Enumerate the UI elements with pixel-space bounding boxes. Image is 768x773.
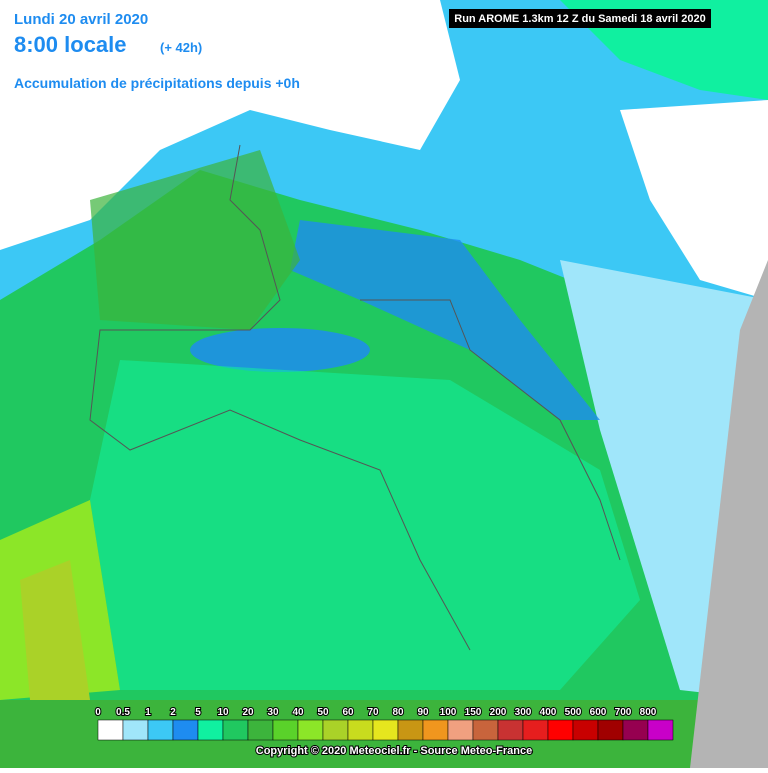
legend-label: 5: [195, 707, 201, 718]
legend-swatch: [522, 719, 549, 741]
legend-swatch: [622, 719, 649, 741]
legend-label: 400: [540, 707, 557, 718]
legend-label: 60: [342, 707, 354, 718]
blue-band: [290, 220, 600, 420]
legend-swatch: [422, 719, 449, 741]
legend-swatch: [247, 719, 274, 741]
legend-swatch: [447, 719, 474, 741]
date: Lundi 20 avril 2020: [14, 11, 148, 28]
out-of-domain: [690, 260, 768, 768]
legend-swatch: [572, 719, 599, 741]
legend-label: 500: [565, 707, 582, 718]
legend-label: 1: [145, 707, 151, 718]
legend-label: 600: [590, 707, 607, 718]
run: Run AROME 1.3km 12 Z du Samedi 18 avril …: [454, 13, 705, 25]
legend-swatch: [347, 719, 374, 741]
legend-swatch: [122, 719, 149, 741]
legend-swatch: [372, 719, 399, 741]
copyright: Copyright © 2020 Meteociel.fr - Source M…: [256, 745, 532, 757]
time: 8:00 locale: [14, 32, 127, 57]
legend-swatch: [497, 719, 524, 741]
legend-swatch: [172, 719, 199, 741]
legend-swatch: [97, 719, 124, 741]
legend-label: 20: [242, 707, 254, 718]
legend-label: 2: [170, 707, 176, 718]
legend-label: 30: [267, 707, 279, 718]
green-dark: [90, 150, 300, 330]
legend-swatch: [597, 719, 624, 741]
dry-area: [0, 0, 460, 250]
legend-label: 10: [217, 707, 229, 718]
legend-label: 200: [490, 707, 507, 718]
legend-label: 800: [640, 707, 657, 718]
legend-swatch: [222, 719, 249, 741]
olive: [20, 560, 90, 700]
legend-label: 90: [417, 707, 429, 718]
legend-label: 150: [465, 707, 482, 718]
dry-right: [620, 100, 768, 300]
legend-label: 70: [367, 707, 379, 718]
legend-swatch: [647, 719, 674, 741]
subtitle: Accumulation de précipitations depuis +0…: [14, 75, 300, 91]
green-light: [90, 360, 640, 690]
legend-label: 40: [292, 707, 304, 718]
legend-swatch: [472, 719, 499, 741]
legend-label: 50: [317, 707, 329, 718]
run-box: [449, 9, 711, 28]
legend-label: 0.5: [116, 707, 130, 718]
legend-label: 100: [440, 707, 457, 718]
blue-patch: [190, 328, 370, 372]
legend-swatch: [147, 719, 174, 741]
lead: (+ 42h): [160, 40, 202, 55]
borders: [89, 144, 621, 651]
legend-swatch: [272, 719, 299, 741]
legend-label: 300: [515, 707, 532, 718]
legend-swatch: [547, 719, 574, 741]
legend-swatch: [322, 719, 349, 741]
legend-label: 700: [615, 707, 632, 718]
legend: 0 0.5 1 2 5 10 20 30 40 50 60 70 80 90 100 150 200 300 400…: [94, 706, 674, 741]
legend-swatch: [397, 719, 424, 741]
legend-label: 0: [95, 707, 101, 718]
legend-label: 80: [392, 707, 404, 718]
legend-swatch: [197, 719, 224, 741]
legend-swatch: [297, 719, 324, 741]
